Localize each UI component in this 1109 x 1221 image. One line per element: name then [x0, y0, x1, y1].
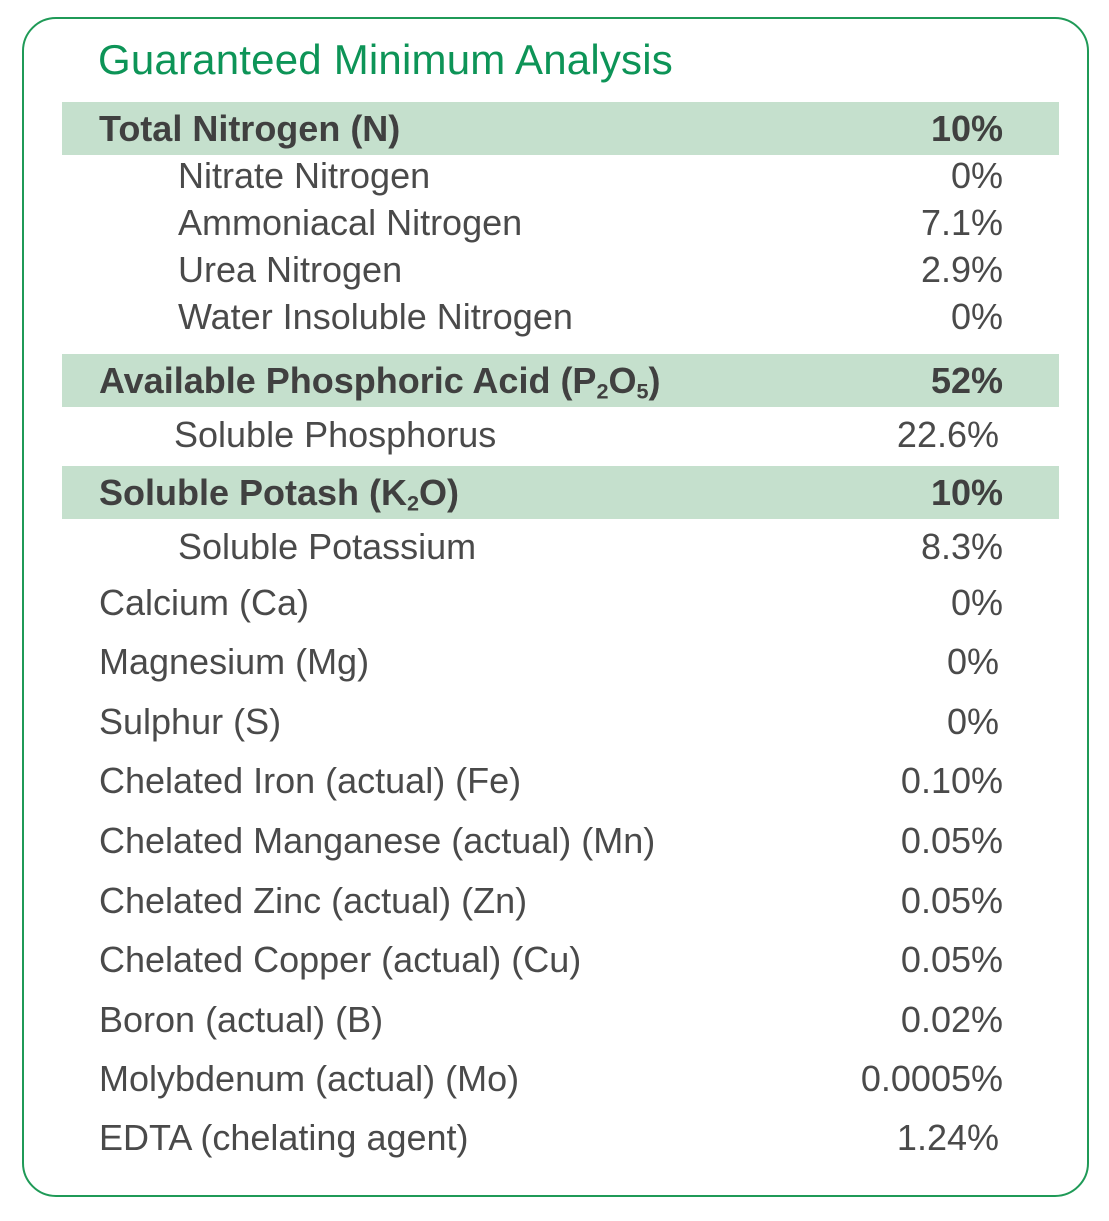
row-value: 0% [950, 582, 1003, 623]
row-value: 0.05% [900, 880, 1003, 921]
row-label: Chelated Copper (actual) (Cu) [99, 939, 582, 980]
row-label: Sulphur (S) [99, 701, 282, 742]
row-label: Calcium (Ca) [99, 582, 310, 623]
row-value: 7.1% [920, 202, 1003, 243]
row-label: Nitrate Nitrogen [178, 155, 431, 196]
row-label: Magnesium (Mg) [99, 641, 370, 682]
row-value: 0.10% [900, 760, 1003, 801]
panel-title: Guaranteed Minimum Analysis [98, 36, 673, 83]
row-value: 8.3% [920, 526, 1003, 567]
row-value: 2.9% [920, 249, 1003, 290]
row-value: 0% [950, 155, 1003, 196]
row-value: 10% [930, 108, 1003, 149]
row-value: 0.05% [900, 820, 1003, 861]
table-row-available-phosphoric-acid: Available Phosphoric Acid (P2O5) 52% [62, 354, 1059, 407]
row-label: Soluble Phosphorus [174, 414, 497, 455]
row-value: 1.24% [896, 1117, 999, 1158]
analysis-panel [22, 17, 1089, 1197]
row-value: 0.02% [900, 999, 1003, 1040]
row-label: EDTA (chelating agent) [99, 1117, 469, 1158]
row-label: Available Phosphoric Acid (P2O5) [99, 360, 661, 404]
row-label: Urea Nitrogen [178, 249, 403, 290]
row-label: Chelated Zinc (actual) (Zn) [99, 880, 528, 921]
row-label: Soluble Potash (K2O) [99, 472, 460, 516]
row-value: 10% [930, 472, 1003, 513]
row-value: 0.05% [900, 939, 1003, 980]
row-label: Soluble Potassium [178, 526, 477, 567]
row-label: Chelated Iron (actual) (Fe) [99, 760, 522, 801]
row-value: 52% [930, 360, 1003, 401]
row-label: Molybdenum (actual) (Mo) [99, 1058, 520, 1099]
row-label: Ammoniacal Nitrogen [178, 202, 523, 243]
table-row-total-nitrogen: Total Nitrogen (N) 10% [62, 102, 1059, 155]
row-value: 0% [950, 296, 1003, 337]
row-value: 22.6% [896, 414, 999, 455]
row-label: Boron (actual) (B) [99, 999, 384, 1040]
row-label: Chelated Manganese (actual) (Mn) [99, 820, 656, 861]
table-row-soluble-potash: Soluble Potash (K2O) 10% [62, 466, 1059, 519]
row-value: 0.0005% [860, 1058, 1003, 1099]
row-value: 0% [946, 701, 999, 742]
row-label: Total Nitrogen (N) [99, 108, 401, 149]
row-value: 0% [946, 641, 999, 682]
row-label: Water Insoluble Nitrogen [178, 296, 573, 337]
